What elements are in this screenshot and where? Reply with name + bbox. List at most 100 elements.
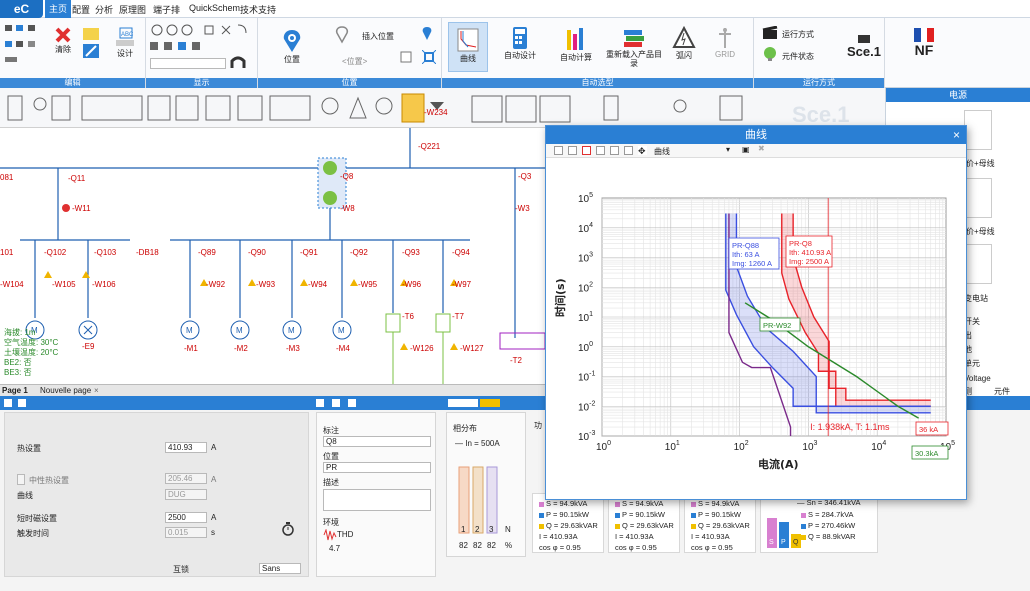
rp-item-1[interactable]: 电价+母线	[958, 159, 995, 168]
arc-flash-button[interactable]: 弧闪	[670, 26, 698, 61]
rp-item-2[interactable]: 电价+母线	[958, 227, 995, 236]
label-m4[interactable]: -M4	[336, 344, 350, 353]
close-icon[interactable]: ×	[952, 128, 960, 142]
page-tab-new[interactable]: Nouvelle page	[40, 386, 92, 395]
tab-terminal[interactable]: 端子排	[153, 5, 181, 15]
position-info-input[interactable]: PR	[323, 462, 431, 473]
magnet-icon[interactable]	[230, 56, 246, 70]
curve-dropdown[interactable]: 曲线	[654, 147, 670, 156]
label-q102[interactable]: -Q102	[44, 248, 67, 257]
clipboard-icon[interactable]	[4, 23, 44, 69]
label-w95[interactable]: -W95	[358, 280, 378, 289]
dropdown-arrow-icon[interactable]: ▾	[726, 145, 731, 154]
label-m2[interactable]: -M2	[234, 344, 248, 353]
timer-icon[interactable]	[281, 521, 295, 537]
label-w8[interactable]: -W8	[340, 204, 355, 213]
label-w104[interactable]: -W104	[0, 280, 24, 289]
note-icon-button[interactable]	[80, 26, 102, 60]
mark-input[interactable]: Q8	[323, 436, 431, 447]
label-081[interactable]: 081	[0, 173, 14, 182]
label-t2[interactable]: -T2	[510, 356, 522, 365]
label-q8[interactable]: -Q8	[340, 172, 354, 181]
insert-position-label[interactable]: 插入位置	[362, 32, 394, 41]
auto-calc-button[interactable]: 自动计算	[554, 26, 598, 63]
view-icons[interactable]	[150, 41, 210, 53]
label-w126[interactable]: -W126	[410, 344, 434, 353]
label-m3[interactable]: -M3	[286, 344, 300, 353]
description-input[interactable]	[323, 489, 431, 511]
auto-design-button[interactable]: 自动设计	[498, 26, 542, 61]
rp-item-3[interactable]: 变电站	[964, 294, 988, 303]
source-thumb-3[interactable]	[964, 244, 992, 284]
label-w234[interactable]: -W234	[424, 108, 448, 117]
grid-toggle-icon[interactable]	[554, 146, 563, 155]
tab-quickschem[interactable]: QuickSchem	[189, 3, 241, 13]
label-w93[interactable]: -W93	[256, 280, 276, 289]
label-w94[interactable]: -W94	[308, 280, 328, 289]
design-button[interactable]: ABC 设计	[110, 26, 140, 59]
neutral-setting-input[interactable]: 205.46	[165, 473, 207, 484]
position-button[interactable]: 位置	[272, 28, 312, 65]
thermal-setting-input[interactable]: 410.93	[165, 442, 207, 453]
label-m1[interactable]: -M1	[184, 344, 198, 353]
pin-icon[interactable]	[420, 26, 434, 42]
rp-item-8[interactable]: Voltage	[964, 374, 991, 383]
rp-item-7[interactable]: 单元	[964, 359, 980, 368]
nf-button[interactable]: NF	[904, 28, 944, 58]
curve-button[interactable]: 曲线	[448, 22, 488, 72]
rp-item-4[interactable]: 开关	[964, 317, 980, 326]
label-w3[interactable]: -W3	[515, 204, 530, 213]
label-t7[interactable]: -T7	[452, 312, 464, 321]
rp-item-5[interactable]: 出	[964, 331, 972, 340]
save-icon[interactable]: ▣	[742, 145, 750, 154]
red-curve-icon[interactable]	[582, 146, 591, 155]
zoom-in-icon[interactable]	[596, 146, 605, 155]
source-thumb-2[interactable]	[964, 178, 992, 218]
display-input[interactable]	[150, 58, 226, 69]
reload-catalog-button[interactable]: 重新载入产品目录	[604, 26, 664, 68]
label-101[interactable]: 101	[0, 248, 14, 257]
label-w97[interactable]: -W97	[452, 280, 472, 289]
label-w106[interactable]: -W106	[92, 280, 116, 289]
scenario-button[interactable]: Sce.1	[846, 32, 882, 59]
page-tab-1[interactable]: Page 1	[2, 386, 28, 395]
pan-icon[interactable]	[624, 146, 633, 155]
run-mode-label[interactable]: 运行方式	[782, 30, 814, 39]
neutral-checkbox[interactable]	[17, 474, 25, 485]
short-time-input[interactable]: 2500	[165, 512, 207, 523]
label-q3[interactable]: -Q3	[518, 172, 532, 181]
label-w92[interactable]: -W92	[206, 280, 226, 289]
component-state-label[interactable]: 元件状态	[782, 52, 814, 61]
palette-symbols[interactable]: Sce.1	[0, 88, 885, 128]
tab-analysis[interactable]: 分析	[95, 5, 114, 15]
label-t6[interactable]: -T6	[402, 312, 414, 321]
target-icon[interactable]	[422, 50, 436, 64]
zoom-out-icon[interactable]	[610, 146, 619, 155]
label-q103[interactable]: -Q103	[94, 248, 117, 257]
label-db18[interactable]: -DB18	[136, 248, 159, 257]
curve-input[interactable]: DUG	[165, 489, 207, 500]
insert-pin-icon[interactable]	[334, 26, 350, 44]
label-e9[interactable]: -E9	[82, 342, 95, 351]
label-q90[interactable]: -Q90	[248, 248, 266, 257]
label-q92[interactable]: -Q92	[350, 248, 368, 257]
single-line-diagram[interactable]: M M M MM	[0, 119, 546, 384]
checkbox-icon[interactable]	[400, 51, 412, 63]
rp-item-9[interactable]: 测	[964, 387, 972, 396]
bottom-tool-icons[interactable]	[0, 396, 545, 410]
tab-config[interactable]: 配置	[72, 5, 91, 15]
zoom-icons[interactable]	[150, 23, 254, 43]
rp-item-10[interactable]: 元件	[994, 387, 1010, 396]
tab-support[interactable]: 技术支持	[240, 5, 277, 15]
tab-home[interactable]: 主页	[45, 0, 72, 18]
label-q89[interactable]: -Q89	[198, 248, 216, 257]
label-q221[interactable]: -Q221	[418, 142, 441, 151]
label-q11[interactable]: -Q11	[68, 174, 86, 183]
clapper-icon[interactable]	[762, 26, 778, 40]
dialog-titlebar[interactable]: 曲线 ×	[546, 126, 966, 144]
clear-button[interactable]: 清除	[52, 26, 74, 55]
label-w96[interactable]: -W96	[402, 280, 422, 289]
grid-button[interactable]: GRID	[710, 26, 740, 59]
label-w105[interactable]: -W105	[52, 280, 76, 289]
label-w11[interactable]: -W11	[72, 204, 91, 213]
